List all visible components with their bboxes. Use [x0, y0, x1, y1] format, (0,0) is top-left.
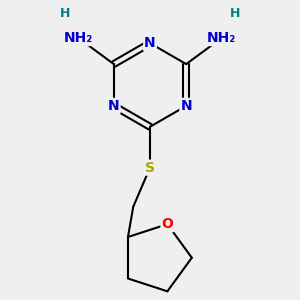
Text: N: N — [180, 99, 192, 113]
Text: H: H — [59, 8, 70, 20]
Text: O: O — [161, 217, 173, 231]
Text: N: N — [108, 99, 120, 113]
Text: N: N — [144, 36, 156, 50]
Text: S: S — [145, 160, 155, 175]
Text: H: H — [230, 8, 241, 20]
Text: NH₂: NH₂ — [64, 31, 93, 45]
Text: NH₂: NH₂ — [207, 31, 236, 45]
